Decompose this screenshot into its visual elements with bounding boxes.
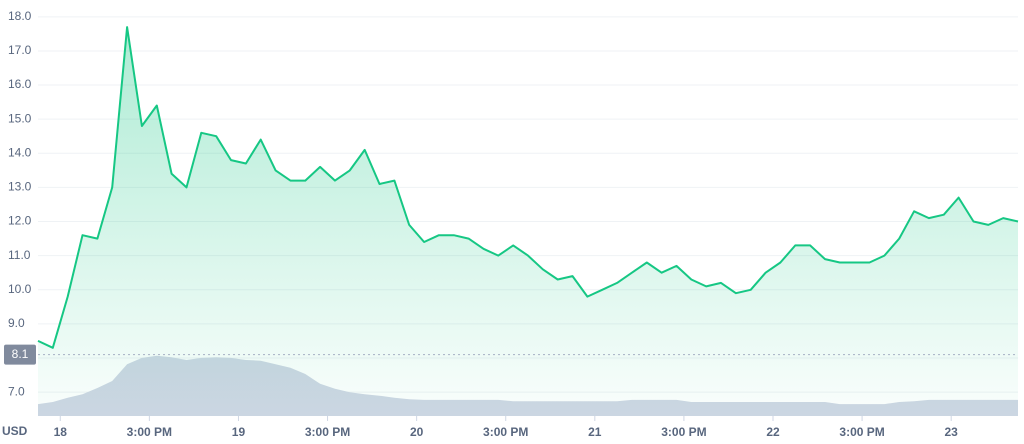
labels: 7.08.09.010.011.012.013.014.015.016.017.…: [4, 9, 958, 439]
y-tick-label: 11.0: [8, 248, 31, 262]
x-tick-label: 3:00 PM: [305, 425, 350, 439]
price-line: [37, 26, 1019, 349]
x-tick-label: 21: [588, 425, 602, 439]
y-tick-label: 14.0: [8, 145, 32, 159]
x-tick-label: 18: [54, 425, 68, 439]
x-tick-label: 23: [945, 425, 959, 439]
x-tick-label: 3:00 PM: [839, 425, 884, 439]
y-tick-label: 18.0: [8, 9, 32, 23]
y-tick-label: 15.0: [8, 111, 32, 125]
currency-label: USD: [2, 424, 28, 438]
y-tick-label: 10.0: [8, 282, 32, 296]
y-tick-label: 16.0: [8, 77, 32, 91]
y-tick-label: 7.0: [8, 384, 25, 398]
x-tick-label: 3:00 PM: [127, 425, 172, 439]
y-tick-label: 13.0: [8, 180, 32, 194]
x-tick-label: 19: [232, 425, 246, 439]
reference-label: 8.1: [12, 347, 29, 361]
reference-badge: [4, 344, 36, 365]
price-area: [38, 27, 1018, 416]
y-tick-label: 17.0: [8, 43, 32, 57]
x-tick-label: 22: [766, 425, 780, 439]
y-tick-label: 12.0: [8, 214, 32, 228]
x-tick-label: 20: [410, 425, 424, 439]
y-tick-label: 9.0: [8, 316, 25, 330]
plot: [37, 26, 1019, 416]
x-tick-label: 3:00 PM: [483, 425, 528, 439]
x-tick-label: 3:00 PM: [661, 425, 706, 439]
